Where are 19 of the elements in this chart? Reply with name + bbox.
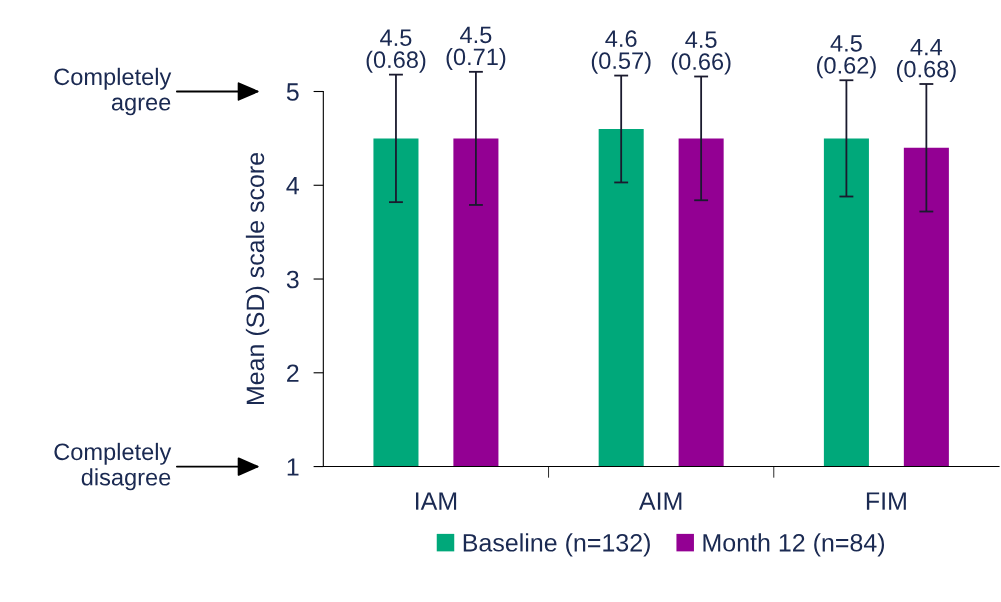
text: Completely disagree xyxy=(54,442,172,491)
x-tick-label: AIM xyxy=(638,492,682,510)
y-tick-label: 4 xyxy=(286,177,299,195)
data-label: 4.5 (0.66) xyxy=(671,31,731,75)
data-label: 4.5 (0.68) xyxy=(366,29,426,73)
y-axis-title: Mean (SD) scale score xyxy=(245,153,270,405)
y-tick-label: 3 xyxy=(286,270,299,289)
x-tick-label: FIM xyxy=(866,492,906,510)
y-tick-label: 1 xyxy=(287,458,299,476)
legend-label: Month 12 (n=84) xyxy=(703,533,885,557)
y-tick-label: 2 xyxy=(287,364,299,382)
data-label: 4.5 (0.62) xyxy=(817,35,876,79)
x-tick-label: IAM xyxy=(416,492,457,510)
legend-label: Baseline (n=132) xyxy=(463,533,650,557)
text: Completely agree xyxy=(54,67,172,116)
data-label: 4.5 (0.71) xyxy=(446,26,506,70)
y-tick-label: 5 xyxy=(286,83,299,101)
data-label: 4.4 (0.68) xyxy=(896,38,956,83)
data-label: 4.6 (0.57) xyxy=(591,30,651,74)
